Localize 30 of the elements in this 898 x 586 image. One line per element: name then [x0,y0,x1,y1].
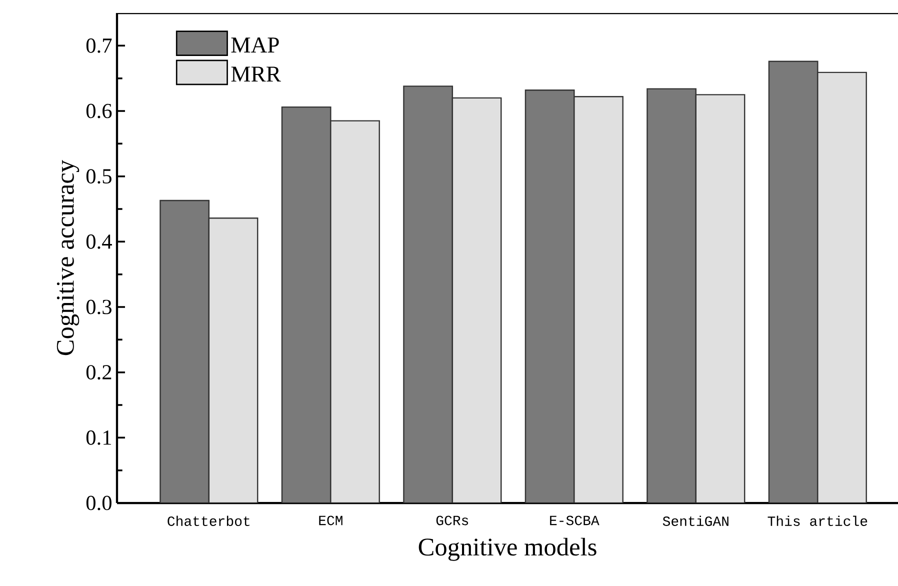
legend-label: MAP [231,37,279,52]
bar [452,97,502,503]
y-tick-label: 0.3 [86,300,112,314]
y-tick-label: 0.4 [86,234,112,249]
x-axis-title: Cognitive models [418,538,596,561]
bar [403,86,454,503]
bar [330,120,380,503]
y-tick-label: 0.2 [86,365,112,380]
bar [524,89,575,503]
y-axis-title: Cognitive accuracy [56,160,80,356]
x-tick-label: E-SCBA [550,516,600,526]
bar [208,218,258,503]
y-tick-label: 0.0 [86,496,112,510]
bar [646,88,697,503]
bar [695,94,746,503]
x-tick-label: ECM [319,516,342,526]
bar [574,96,624,503]
legend-label: MRR [231,66,281,82]
bar [160,200,210,503]
y-tick-label: 0.5 [86,169,112,184]
x-tick-label: This article [768,516,868,526]
bar [768,60,818,503]
bar [817,72,867,503]
y-tick-label: 0.7 [86,38,112,53]
y-tick-label: 0.1 [86,430,112,445]
x-tick-label: SentiGAN [662,516,728,526]
x-tick-label: Chatterbot [168,516,250,526]
x-tick-label: GCRs [436,516,468,526]
y-tick-label: 0.6 [86,104,112,118]
bar [281,106,332,503]
